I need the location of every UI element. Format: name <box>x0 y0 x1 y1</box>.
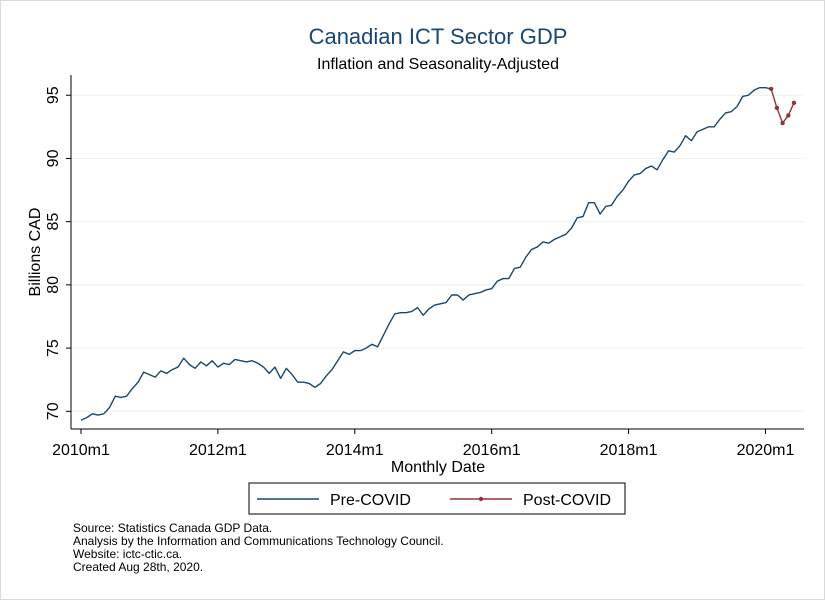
series-line-pre-covid <box>80 86 772 421</box>
data-point-post-covid <box>786 113 791 118</box>
legend-label-post-covid: Post-COVID <box>523 492 611 509</box>
note-created: Created Aug 28th, 2020. <box>73 560 204 574</box>
note-source: Source: Statistics Canada GDP Data. <box>73 521 273 535</box>
legend-marker-post-covid <box>478 496 484 502</box>
chart-subtitle: Inflation and Seasonality-Adjusted <box>317 56 559 73</box>
x-tick-label: 2016m1 <box>463 442 521 459</box>
x-axis-label: Monthly Date <box>391 459 485 476</box>
x-tick-label: 2014m1 <box>326 442 384 459</box>
y-tick-label: 80 <box>45 276 62 294</box>
x-tick-label: 2020m1 <box>737 442 795 459</box>
data-point-post-covid <box>780 120 785 126</box>
y-tick-label: 75 <box>45 339 62 357</box>
x-tick-label: 2012m1 <box>189 442 247 459</box>
y-tick-label: 70 <box>45 402 62 420</box>
chart-title: Canadian ICT Sector GDP <box>309 24 568 49</box>
data-point-post-covid <box>791 100 797 106</box>
y-tick-label: 95 <box>45 86 62 104</box>
chart-notes: Source: Statistics Canada GDP Data. Anal… <box>73 522 444 574</box>
series-pre-covid <box>80 86 772 421</box>
y-tick-label: 85 <box>45 213 62 231</box>
y-gridlines <box>71 94 804 412</box>
y-tick-label: 90 <box>45 149 62 167</box>
x-tick-label: 2010m1 <box>52 442 110 459</box>
x-axis-ticks: 2010m1 2012m1 2014m1 2016m1 2018m1 2020m1 <box>52 429 794 459</box>
legend-label-pre-covid: Pre-COVID <box>330 492 411 509</box>
x-tick-label: 2018m1 <box>600 442 658 459</box>
legend: Pre-COVID Post-COVID <box>248 482 626 515</box>
series-post-covid <box>768 86 797 126</box>
y-axis-ticks: 70 75 80 85 90 95 <box>45 86 71 420</box>
data-point-post-covid <box>774 105 780 111</box>
series-layer <box>80 86 797 421</box>
data-point-post-covid <box>768 86 774 92</box>
note-analysis: Analysis by the Information and Communic… <box>73 534 444 548</box>
note-website: Website: ictc-ctic.ca. <box>73 547 183 561</box>
y-axis-label: Billions CAD <box>27 208 44 297</box>
series-line-post-covid <box>770 88 795 124</box>
